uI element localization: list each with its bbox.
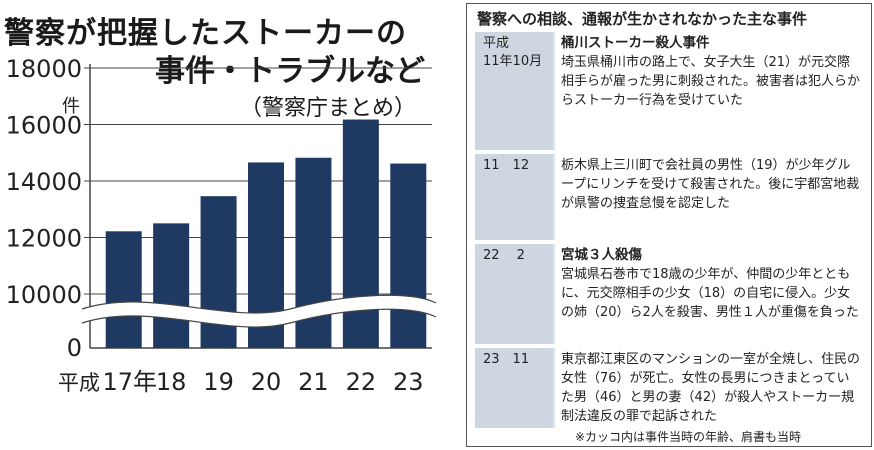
case-date: 22 2 <box>475 244 553 344</box>
x-tick-label: 18 <box>156 368 187 396</box>
footnote: ※カッコ内は事件当時の年齢、肩書も当時 <box>575 430 802 444</box>
case-body: 東京都江東区のマンションの一室が全焼し、住民の女性（76）が死亡。女性の長男につ… <box>555 348 865 428</box>
case-date-line2: 11年10月 <box>483 54 543 69</box>
case-date-line1: 23 11 <box>483 352 530 367</box>
chart-title-line2: 事件・トラブルなど <box>155 54 425 89</box>
cases-panel: 警察への相談、通報が生かされなかった主な事件 平成 11年10月 桶川ストーカー… <box>466 3 872 447</box>
axis-break-line-lower <box>81 308 437 328</box>
y-tick-label: 16000 <box>6 112 82 140</box>
x-tick-label: 17年 <box>102 368 157 396</box>
case-item: 平成 11年10月 桶川ストーカー殺人事件 埼玉県桶川市の路上で、女子大生（21… <box>475 32 865 150</box>
case-headline: 桶川ストーカー殺人事件 <box>561 35 710 51</box>
y-tick-label: 0 <box>67 334 82 362</box>
case-item: 23 11 東京都江東区のマンションの一室が全焼し、住民の女性（76）が死亡。女… <box>475 348 865 428</box>
case-text: 栃木県上三川町で会社員の男性（19）が少年グループにリンチを受けて殺害された。後… <box>561 158 860 211</box>
chart-subtitle: （警察庁まとめ） <box>240 96 417 121</box>
case-date: 11 12 <box>475 154 553 240</box>
case-text: 東京都江東区のマンションの一室が全焼し、住民の女性（76）が死亡。女性の長男につ… <box>561 352 861 424</box>
case-headline: 宮城３人殺傷 <box>561 247 642 263</box>
x-tick-label: 23 <box>393 368 424 396</box>
panel-title: 警察への相談、通報が生かされなかった主な事件 <box>477 10 808 28</box>
y-tick-label: 10000 <box>6 281 82 309</box>
case-date-line1: 平成 <box>483 36 510 51</box>
case-item: 22 2 宮城３人殺傷 宮城県石巻市で18歳の少年が、仲間の少年とともに、元交際… <box>475 244 865 344</box>
case-body: 栃木県上三川町で会社員の男性（19）が少年グループにリンチを受けて殺害された。後… <box>555 154 865 240</box>
y-tick-label: 12000 <box>6 225 82 253</box>
x-axis-era-prefix: 平成 <box>58 371 100 395</box>
case-body: 宮城３人殺傷 宮城県石巻市で18歳の少年が、仲間の少年とともに、元交際相手の少女… <box>555 244 865 344</box>
case-text: 宮城県石巻市で18歳の少年が、仲間の少年とともに、元交際相手の少女（18）の自宅… <box>561 267 859 320</box>
case-date-line1: 11 12 <box>483 158 530 173</box>
case-date: 23 11 <box>475 348 553 428</box>
bar <box>105 231 142 348</box>
bar <box>390 163 427 348</box>
case-body: 桶川ストーカー殺人事件 埼玉県桶川市の路上で、女子大生（21）が元交際相手らが雇… <box>555 32 865 150</box>
y-tick-label: 18000 <box>6 55 82 83</box>
y-axis-unit: 件 <box>62 96 80 117</box>
x-tick-label: 21 <box>298 368 329 396</box>
case-text: 埼玉県桶川市の路上で、女子大生（21）が元交際相手らが雇った男に刺殺された。被害… <box>561 55 861 108</box>
axis-break-band <box>79 295 440 328</box>
axis-break-line-upper <box>81 294 437 314</box>
case-date-line1: 22 2 <box>483 248 525 263</box>
x-tick-label: 22 <box>346 368 377 396</box>
bar <box>342 119 379 348</box>
x-tick-label: 20 <box>251 368 282 396</box>
chart-title-line1: 警察が把握したストーカーの <box>4 16 407 51</box>
y-tick-label: 14000 <box>6 168 82 196</box>
x-tick-label: 19 <box>203 368 234 396</box>
stalker-cases-chart: 警察が把握したストーカーの 事件・トラブルなど （警察庁まとめ） 件 18000… <box>4 16 440 396</box>
case-date: 平成 11年10月 <box>475 32 553 150</box>
case-item: 11 12 栃木県上三川町で会社員の男性（19）が少年グループにリンチを受けて殺… <box>475 154 865 240</box>
bar <box>153 223 190 348</box>
